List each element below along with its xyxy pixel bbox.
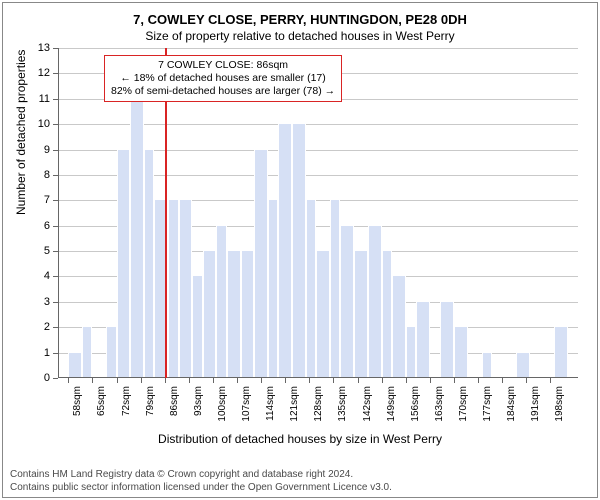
histogram-bar xyxy=(216,226,226,378)
x-tick-label: 142sqm xyxy=(362,386,373,422)
histogram-bar xyxy=(254,150,268,378)
callout-line-2: ← 18% of detached houses are smaller (17… xyxy=(111,72,335,85)
x-tick-label: 149sqm xyxy=(386,386,397,422)
histogram-bar xyxy=(392,276,406,378)
footer-line-2: Contains public sector information licen… xyxy=(10,482,392,495)
x-tick-label: 177sqm xyxy=(482,386,493,422)
histogram-bar xyxy=(454,327,468,378)
histogram-bar xyxy=(482,353,492,378)
x-tick-label: 121sqm xyxy=(289,386,300,422)
histogram-bar xyxy=(106,327,116,378)
y-tick-label: 13 xyxy=(26,42,50,54)
histogram-bar xyxy=(406,327,416,378)
histogram-bar xyxy=(306,200,316,378)
histogram-bar xyxy=(368,226,382,378)
x-tick-label: 72sqm xyxy=(121,386,132,416)
x-tick-label: 58sqm xyxy=(72,386,83,416)
y-tick-label: 7 xyxy=(26,194,50,206)
y-tick-label: 8 xyxy=(26,169,50,181)
histogram-bar xyxy=(168,200,178,378)
y-tick-label: 11 xyxy=(26,93,50,105)
histogram-bar xyxy=(241,251,255,378)
y-tick-label: 1 xyxy=(26,347,50,359)
histogram-bar xyxy=(516,353,530,378)
histogram-bar xyxy=(192,276,202,378)
callout-box: 7 COWLEY CLOSE: 86sqm ← 18% of detached … xyxy=(104,55,342,102)
histogram-bar xyxy=(292,124,306,378)
x-tick-label: 156sqm xyxy=(410,386,421,422)
histogram-bar xyxy=(330,200,340,378)
histogram-bar xyxy=(554,327,568,378)
histogram-bar xyxy=(278,124,292,378)
x-tick-label: 198sqm xyxy=(554,386,565,422)
histogram-bar xyxy=(203,251,217,378)
histogram-bar xyxy=(117,150,131,378)
x-tick-label: 170sqm xyxy=(458,386,469,422)
histogram-bar xyxy=(179,200,193,378)
x-tick-label: 86sqm xyxy=(169,386,180,416)
histogram-bar xyxy=(227,251,241,378)
x-tick-label: 100sqm xyxy=(217,386,228,422)
y-tick-label: 0 xyxy=(26,372,50,384)
y-axis-line xyxy=(58,48,59,378)
histogram-bar xyxy=(82,327,92,378)
histogram-bar xyxy=(416,302,430,378)
histogram-bar xyxy=(382,251,392,378)
callout-line-1: 7 COWLEY CLOSE: 86sqm xyxy=(111,59,335,72)
x-tick-label: 184sqm xyxy=(506,386,517,422)
histogram-bar xyxy=(68,353,82,378)
chart-container: 7, COWLEY CLOSE, PERRY, HUNTINGDON, PE28… xyxy=(0,0,600,500)
x-tick-label: 93sqm xyxy=(193,386,204,416)
x-axis-label: Distribution of detached houses by size … xyxy=(0,432,600,446)
y-tick-label: 3 xyxy=(26,296,50,308)
footer-line-1: Contains HM Land Registry data © Crown c… xyxy=(10,469,392,482)
x-tick-label: 107sqm xyxy=(241,386,252,422)
x-tick-label: 79sqm xyxy=(145,386,156,416)
x-tick-label: 191sqm xyxy=(530,386,541,422)
histogram-bar xyxy=(144,150,154,378)
x-tick-label: 135sqm xyxy=(337,386,348,422)
y-tick-label: 12 xyxy=(26,67,50,79)
histogram-bar xyxy=(354,251,368,378)
histogram-bar xyxy=(268,200,278,378)
y-tick-label: 2 xyxy=(26,321,50,333)
x-tick-label: 65sqm xyxy=(96,386,107,416)
histogram-bar xyxy=(340,226,354,378)
callout-line-3: 82% of semi-detached houses are larger (… xyxy=(111,85,335,98)
x-tick-label: 128sqm xyxy=(313,386,324,422)
histogram-bar xyxy=(440,302,454,378)
x-tick-label: 114sqm xyxy=(265,386,276,421)
x-tick-label: 163sqm xyxy=(434,386,445,422)
x-axis-line xyxy=(58,377,578,378)
y-tick-label: 6 xyxy=(26,220,50,232)
histogram-bar xyxy=(130,99,144,378)
y-tick-label: 5 xyxy=(26,245,50,257)
y-tick-label: 9 xyxy=(26,144,50,156)
footer-attribution: Contains HM Land Registry data © Crown c… xyxy=(10,469,392,494)
y-tick-label: 4 xyxy=(26,270,50,282)
y-tick-label: 10 xyxy=(26,118,50,130)
histogram-bar xyxy=(316,251,330,378)
